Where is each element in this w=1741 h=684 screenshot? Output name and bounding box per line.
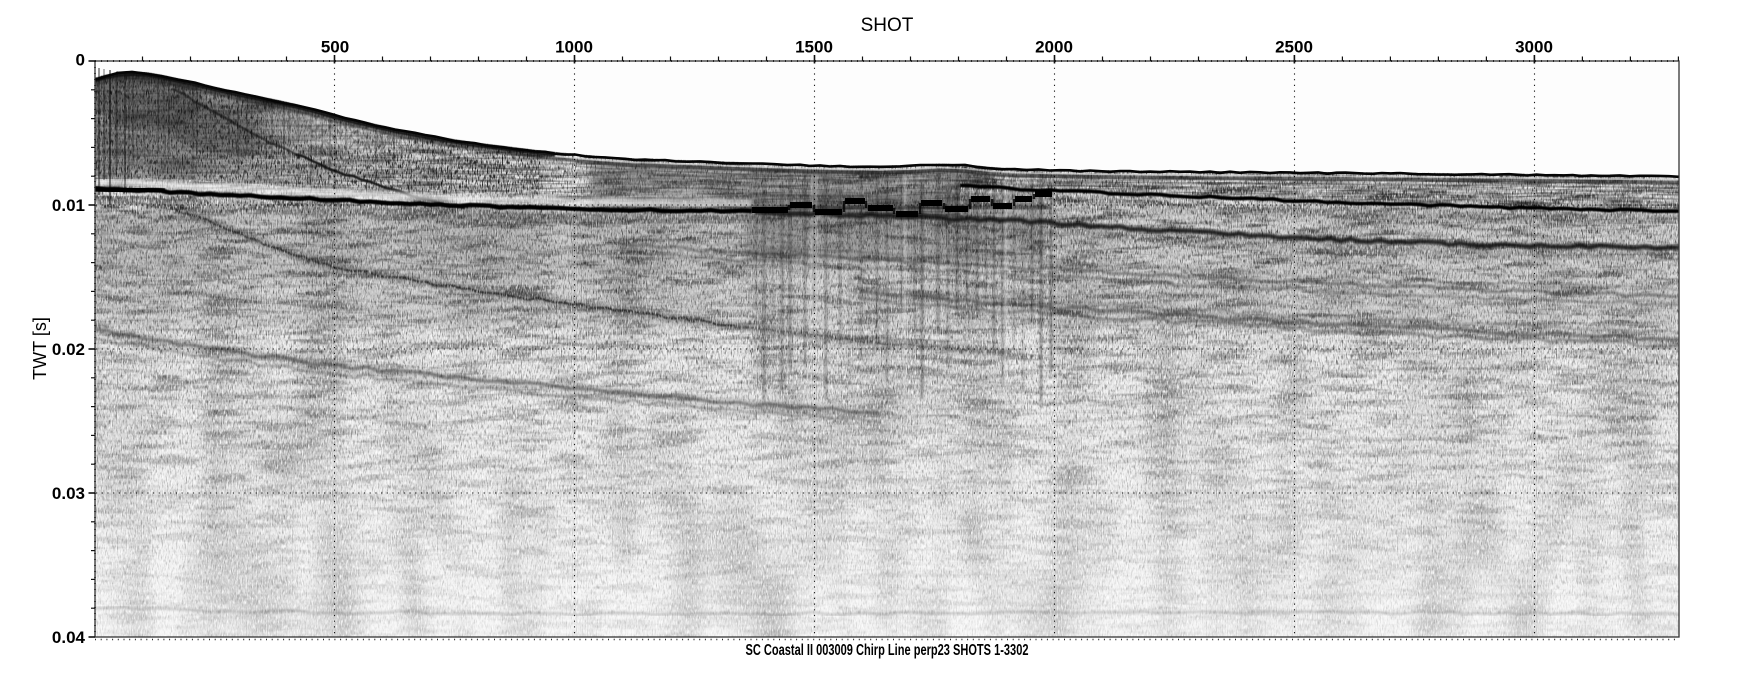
svg-text:1500: 1500 (795, 38, 833, 57)
svg-text:1000: 1000 (555, 38, 593, 57)
svg-text:3000: 3000 (1515, 38, 1553, 57)
svg-text:500: 500 (321, 38, 349, 57)
svg-text:0.03: 0.03 (52, 484, 85, 503)
svg-text:0.01: 0.01 (52, 196, 85, 215)
svg-text:SHOT: SHOT (861, 15, 914, 36)
svg-text:0.04: 0.04 (52, 628, 86, 647)
svg-text:0: 0 (76, 51, 85, 70)
svg-text:2500: 2500 (1275, 38, 1313, 57)
svg-text:2000: 2000 (1035, 38, 1073, 57)
svg-text:SC Coastal II 003009 Chirp Lin: SC Coastal II 003009 Chirp Line perp23 S… (746, 642, 1029, 659)
svg-text:TWT [s]: TWT [s] (30, 317, 50, 380)
svg-text:0.02: 0.02 (52, 340, 85, 359)
